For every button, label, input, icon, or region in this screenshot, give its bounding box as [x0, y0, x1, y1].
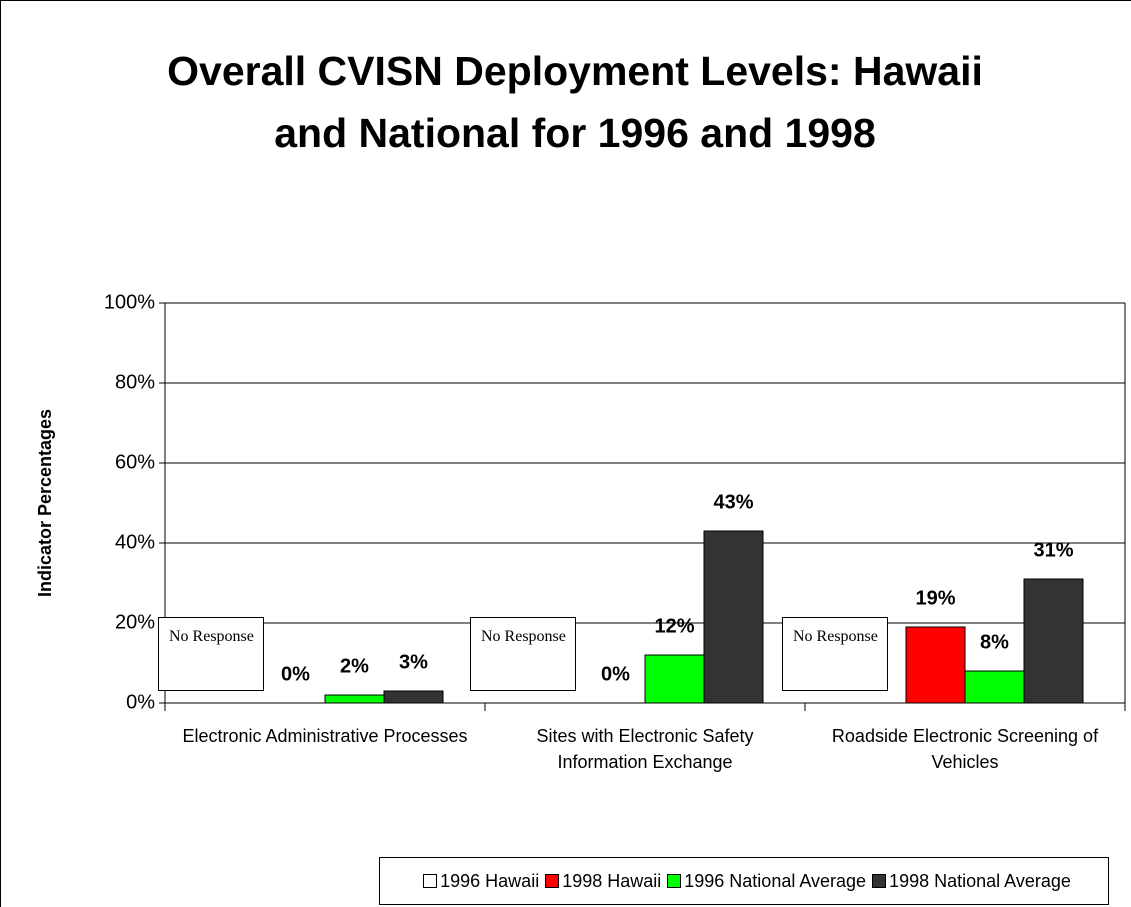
x-tick-label: Sites with Electronic Safety Information…	[536, 726, 754, 772]
legend-label: 1996 Hawaii	[440, 870, 540, 891]
legend-swatch	[872, 874, 887, 888]
bar	[324, 694, 385, 704]
legend-label: 1998 National Average	[889, 870, 1071, 891]
y-tick-label: 80%	[115, 371, 155, 393]
bar	[644, 654, 705, 704]
chart-title: Overall CVISN Deployment Levels: Hawaii …	[167, 48, 983, 156]
bar	[383, 690, 444, 704]
data-label: 43%	[713, 491, 753, 513]
bar	[703, 530, 764, 704]
data-label: 12%	[654, 615, 694, 637]
legend-swatch	[423, 874, 438, 888]
y-tick-label: 40%	[115, 531, 155, 553]
legend-swatch	[667, 874, 682, 888]
y-tick-label: 0%	[126, 691, 155, 713]
y-axis-label: Indicator Percentages	[35, 409, 55, 597]
annotation: No Response	[158, 617, 264, 691]
legend-label: 1996 National Average	[684, 870, 867, 891]
category-label-box: Sites with Electronic Safety Information…	[536, 726, 754, 772]
annotation: No Response	[782, 617, 888, 691]
data-label: 8%	[980, 631, 1009, 653]
y-tick-label: 100%	[104, 291, 155, 313]
bar	[1023, 578, 1084, 704]
y-tick-label: 60%	[115, 451, 155, 473]
x-tick-label: Roadside Electronic Screening of Vehicle…	[831, 726, 1099, 772]
data-label: 31%	[1033, 539, 1073, 561]
title-box: Overall CVISN Deployment Levels: Hawaii …	[167, 48, 983, 156]
annotation-box: No Response	[470, 617, 576, 691]
category-label-box: Electronic Administrative Processes	[182, 726, 468, 746]
annotation: No Response	[470, 617, 576, 691]
data-label: 0%	[281, 663, 310, 685]
bar	[905, 626, 966, 704]
legend-swatch	[545, 874, 560, 888]
legend-label: 1998 Hawaii	[562, 870, 662, 891]
y-tick-label: 20%	[115, 611, 155, 633]
data-label: 0%	[601, 663, 630, 685]
legend-box: 1996 Hawaii 1998 Hawaii 1996 National Aver…	[379, 857, 1109, 905]
data-label: 3%	[399, 651, 428, 673]
category-label-box: Roadside Electronic Screening of Vehicle…	[831, 726, 1099, 772]
bar	[964, 670, 1025, 704]
annotation-box: No Response	[782, 617, 888, 691]
x-tick-label: Electronic Administrative Processes	[182, 726, 468, 746]
annotation-box: No Response	[158, 617, 264, 691]
data-label: 2%	[340, 655, 369, 677]
legend: 1996 Hawaii 1998 Hawaii 1996 National Aver…	[379, 857, 1109, 905]
data-label: 19%	[915, 587, 955, 609]
